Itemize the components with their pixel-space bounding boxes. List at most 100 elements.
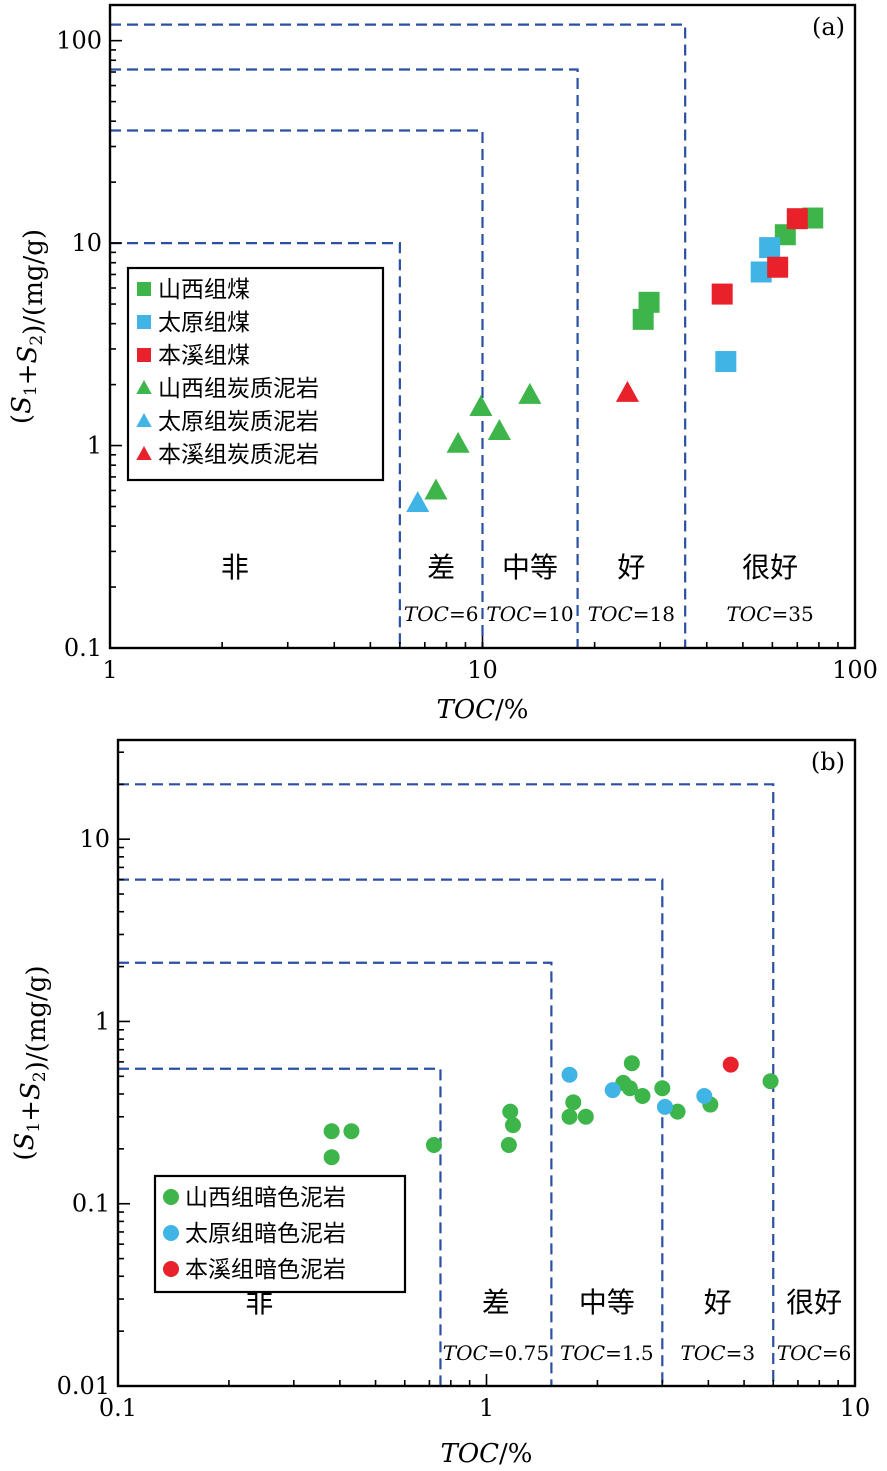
data-point xyxy=(632,308,654,330)
data-point xyxy=(615,380,640,402)
data-point xyxy=(656,1098,673,1115)
toc-threshold-label: TOC=18 xyxy=(588,602,675,626)
toc-threshold-label: TOC=10 xyxy=(486,602,573,626)
x-axis-title: TOC/% xyxy=(440,1439,532,1469)
x-tick-label: 0.1 xyxy=(99,1394,137,1422)
data-point xyxy=(786,208,808,230)
data-point xyxy=(577,1108,594,1125)
toc-threshold-label: TOC=6 xyxy=(777,1341,852,1365)
legend-marker xyxy=(163,1189,179,1205)
legend-label: 太原组暗色泥岩 xyxy=(185,1221,346,1247)
panel-label: (a) xyxy=(812,13,845,41)
legend-marker xyxy=(163,1261,179,1277)
data-point xyxy=(767,256,789,278)
data-point xyxy=(500,1136,517,1153)
data-point xyxy=(759,237,781,259)
data-point xyxy=(425,1136,442,1153)
data-point xyxy=(654,1080,671,1097)
legend-marker xyxy=(136,380,152,394)
y-tick-label: 0.1 xyxy=(72,1190,110,1218)
grade-boundary-line xyxy=(110,129,484,648)
y-tick-label: 100 xyxy=(56,27,102,55)
data-point xyxy=(343,1123,360,1140)
data-point xyxy=(696,1087,713,1104)
data-point xyxy=(565,1094,582,1111)
legend-label: 本溪组暗色泥岩 xyxy=(185,1257,346,1283)
data-point xyxy=(623,1055,640,1072)
grade-boundary-line xyxy=(118,783,775,1386)
data-point xyxy=(634,1087,651,1104)
legend-box xyxy=(126,266,385,482)
data-point xyxy=(502,1103,519,1120)
grade-zone-label: 很好 xyxy=(786,1286,842,1319)
data-point xyxy=(406,491,430,513)
legend-marker xyxy=(137,315,151,329)
data-point xyxy=(504,1117,521,1134)
grade-boundary-line xyxy=(110,242,401,648)
legend-marker xyxy=(163,1225,179,1241)
toc-threshold-label: TOC=3 xyxy=(681,1341,756,1365)
legend-marker xyxy=(137,348,151,362)
toc-threshold-label: TOC=35 xyxy=(726,602,813,626)
legend-marker xyxy=(137,282,151,296)
data-point xyxy=(715,351,737,373)
data-point xyxy=(762,1073,779,1090)
grade-zone-label: 差 xyxy=(482,1286,510,1319)
x-axis-title: TOC/% xyxy=(436,695,528,725)
y-tick-label: 10 xyxy=(71,229,102,257)
data-point xyxy=(561,1066,578,1083)
y-axis-title: (S1+S2)/(mg/g) xyxy=(7,229,49,424)
data-point xyxy=(469,395,493,416)
legend-marker xyxy=(136,413,152,427)
panel-label: (b) xyxy=(811,748,845,776)
legend-label: 太原组煤 xyxy=(158,310,250,336)
data-point xyxy=(722,1056,739,1073)
y-tick-label: 0.01 xyxy=(57,1372,110,1400)
y-axis-title: (S1+S2)/(mg/g) xyxy=(10,965,52,1160)
grade-zone-label: 好 xyxy=(617,551,645,584)
data-point xyxy=(323,1123,340,1140)
data-point xyxy=(669,1103,686,1120)
y-tick-label: 10 xyxy=(79,825,110,853)
toc-threshold-label: TOC=6 xyxy=(404,602,479,626)
grade-zone-label: 中等 xyxy=(502,551,558,584)
legend-label: 本溪组炭质泥岩 xyxy=(158,442,319,468)
data-point xyxy=(621,1080,638,1097)
grade-boundary-line xyxy=(110,23,687,648)
y-tick-label: 0.1 xyxy=(64,634,102,662)
data-point xyxy=(487,419,511,440)
data-point xyxy=(638,291,660,313)
data-point xyxy=(424,478,448,500)
grade-boundary-line xyxy=(110,68,579,648)
grade-boundary-line xyxy=(118,1067,442,1386)
grade-boundary-line xyxy=(118,878,664,1386)
grade-zone-label: 差 xyxy=(427,551,455,584)
grade-zone-label: 很好 xyxy=(742,551,798,584)
data-point xyxy=(750,261,772,283)
legend-label: 山西组煤 xyxy=(158,277,250,303)
data-point xyxy=(604,1082,621,1099)
legend-marker xyxy=(136,446,152,460)
y-tick-label: 1 xyxy=(87,432,102,460)
grade-zone-label: 中等 xyxy=(579,1286,635,1319)
data-point xyxy=(711,283,733,305)
y-tick-label: 1 xyxy=(95,1007,110,1035)
legend-label: 山西组暗色泥岩 xyxy=(185,1185,346,1211)
toc-threshold-label: TOC=1.5 xyxy=(560,1341,654,1365)
toc-threshold-label: TOC=0.75 xyxy=(443,1341,549,1365)
chart-panel-b: 0.010.11100.1 1 10TOC/%(S1+S2)/(mg/g)(b)非差… xyxy=(10,738,871,1469)
x-tick-label: 1 xyxy=(102,656,117,684)
legend-label: 太原组炭质泥岩 xyxy=(158,409,319,435)
data-point xyxy=(561,1108,578,1125)
x-tick-label: 1 xyxy=(479,1394,494,1422)
legend-label: 山西组炭质泥岩 xyxy=(158,376,319,402)
x-tick-label: 10 xyxy=(840,1394,871,1422)
data-point xyxy=(323,1149,340,1166)
x-tick-label: 100 xyxy=(832,656,878,684)
x-tick-label: 10 xyxy=(467,656,498,684)
legend-label: 本溪组煤 xyxy=(158,343,250,369)
grade-zone-label: 好 xyxy=(704,1286,732,1319)
legend-box xyxy=(153,1174,407,1294)
